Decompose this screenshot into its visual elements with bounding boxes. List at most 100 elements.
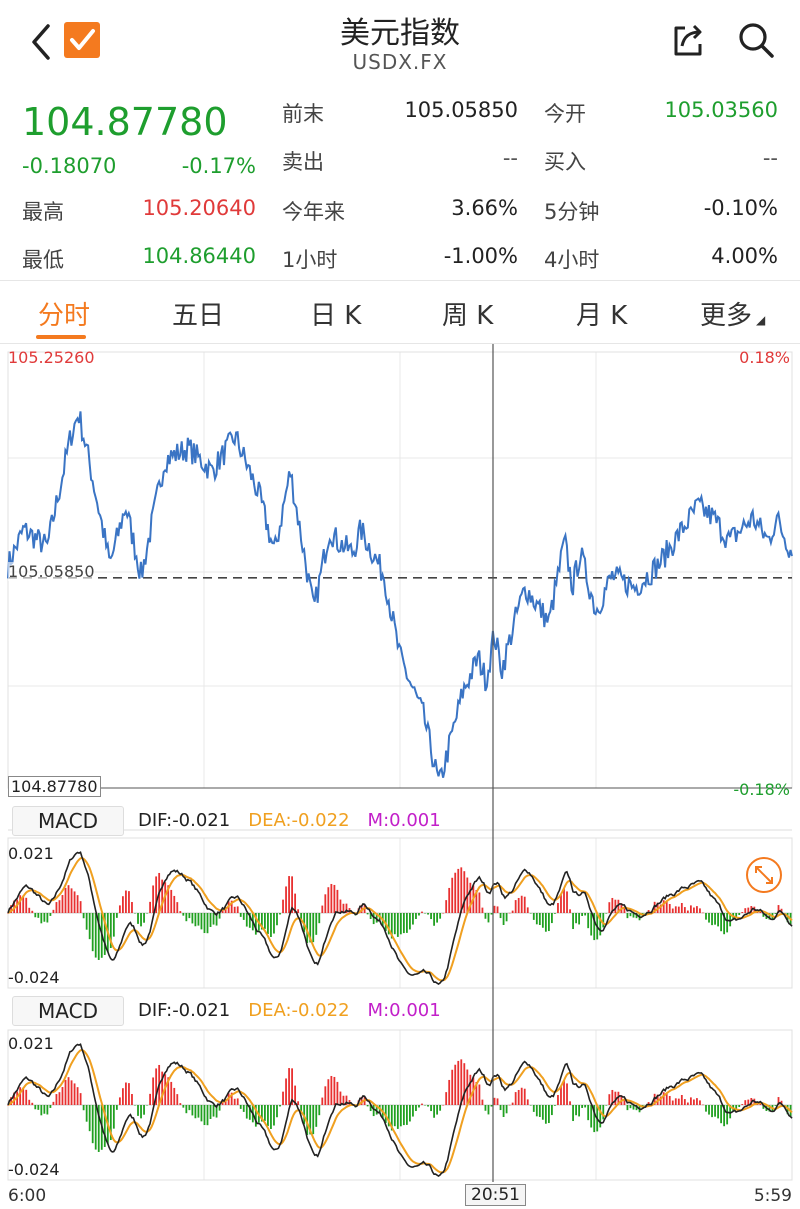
macd-bar [134,1105,136,1106]
macd-bar [584,913,587,916]
chart-min-pct: -0.18% [733,780,790,799]
share-button[interactable] [668,20,708,60]
macd-bar [481,1099,484,1105]
macd-bar [372,913,375,925]
macd-bar [390,1105,393,1131]
tab-weekly-k[interactable]: 周 K [442,301,494,331]
search-button[interactable] [736,20,776,60]
macd-bar [430,1105,432,1112]
macd-bar [693,907,695,913]
macd-bar [768,1105,771,1112]
macd-bar [149,1093,151,1105]
macd-bar [58,900,61,913]
macd-bar [221,1101,224,1105]
macd-bar [680,903,683,913]
macd-bar [197,1105,200,1118]
macd-bar [248,913,251,928]
back-button[interactable] [22,20,62,64]
macd-bar [693,1099,695,1105]
macd-bar [264,913,266,929]
macd-bar [233,1098,236,1105]
macd-bar [152,885,155,913]
macd-bar [115,913,118,918]
expand-chart-button[interactable] [744,855,784,895]
macd-indicator-selector-2[interactable]: MACD [12,996,124,1026]
macd-bar [37,1105,40,1110]
macd-bar [427,1105,429,1107]
chevron-left-icon [32,24,50,60]
macd-bar [288,1068,290,1105]
tab-more[interactable]: 更多 ◢ [700,295,765,332]
macd-bar [405,1105,408,1125]
prev-close-label: 前末 [282,102,324,126]
macd-bar [291,876,293,913]
macd-bar [315,913,318,935]
macd-bar [143,1105,145,1115]
macd-bar [508,912,511,914]
macd-bar [538,913,541,925]
macd-bar [22,895,25,913]
checkmark-logo-icon[interactable] [64,22,100,58]
macd-bar [768,913,771,920]
macd-bar [22,1087,25,1105]
macd-bar [677,906,680,913]
macd-bar [508,1104,511,1106]
macd-bar [541,913,544,928]
chart-max-pct: 0.18% [739,348,790,367]
macd-m: M:0.001 [367,810,441,831]
macd-bar [327,1079,330,1105]
macd-top-value: 0.021 [8,844,54,863]
macd-bar [665,1093,668,1105]
macd-bar [581,913,584,916]
tab-daily-k[interactable]: 日 K [310,301,362,331]
tab-intraday[interactable]: 分时 [38,301,91,331]
macd-bar [330,1075,333,1105]
macd-bar [605,1105,608,1106]
intraday-chart[interactable] [0,344,800,1182]
macd-bar [40,913,43,924]
macd-bar [146,913,148,914]
macd-bar [342,1095,345,1105]
min5-label: 5分钟 [544,200,600,224]
macd-bar [614,1091,617,1105]
macd-bar [209,913,212,927]
macd-bar [523,1088,526,1105]
macd-bar [167,885,170,913]
macd-bar [152,1077,155,1105]
macd-bar [122,1088,124,1105]
macd-bar [279,1105,281,1107]
chart-ref-price: 105.05850 [8,562,95,581]
macd-bar [97,1105,100,1152]
macd-bar [112,913,115,937]
share-icon [674,24,702,56]
macd-bar [626,913,629,919]
macd-bar [375,913,378,923]
symbol-subtitle: USDX.FX [352,50,448,74]
chart-min-price: 104.87780 [8,776,101,797]
macd-bar [726,1105,729,1125]
bid-value: -- [762,146,778,170]
tab-five-day[interactable]: 五日 [172,301,225,331]
price-change-pct: -0.17% [181,154,256,178]
macd-bar [517,897,520,913]
macd-bar [55,1094,58,1105]
macd-bar [230,900,233,913]
macd-bar [215,1105,218,1118]
macd-bar [146,1105,148,1106]
macd-bar [273,1105,275,1126]
macd-bar [309,1105,312,1135]
macd-bar [469,882,472,913]
macd-bar [457,868,460,913]
macd-bar [535,913,538,925]
macd-bar [708,913,710,923]
macd-indicator-selector[interactable]: MACD [12,806,124,836]
app-header: 美元指数 USDX.FX [0,0,800,88]
macd-bar [239,1105,242,1109]
macd-bar [324,1086,327,1105]
macd-bar [182,1105,185,1108]
macd-bar [34,913,37,918]
tab-monthly-k[interactable]: 月 K [576,301,628,331]
macd-bar [82,1105,85,1111]
macd-bar [264,1105,266,1121]
macd-bar [590,1105,593,1128]
